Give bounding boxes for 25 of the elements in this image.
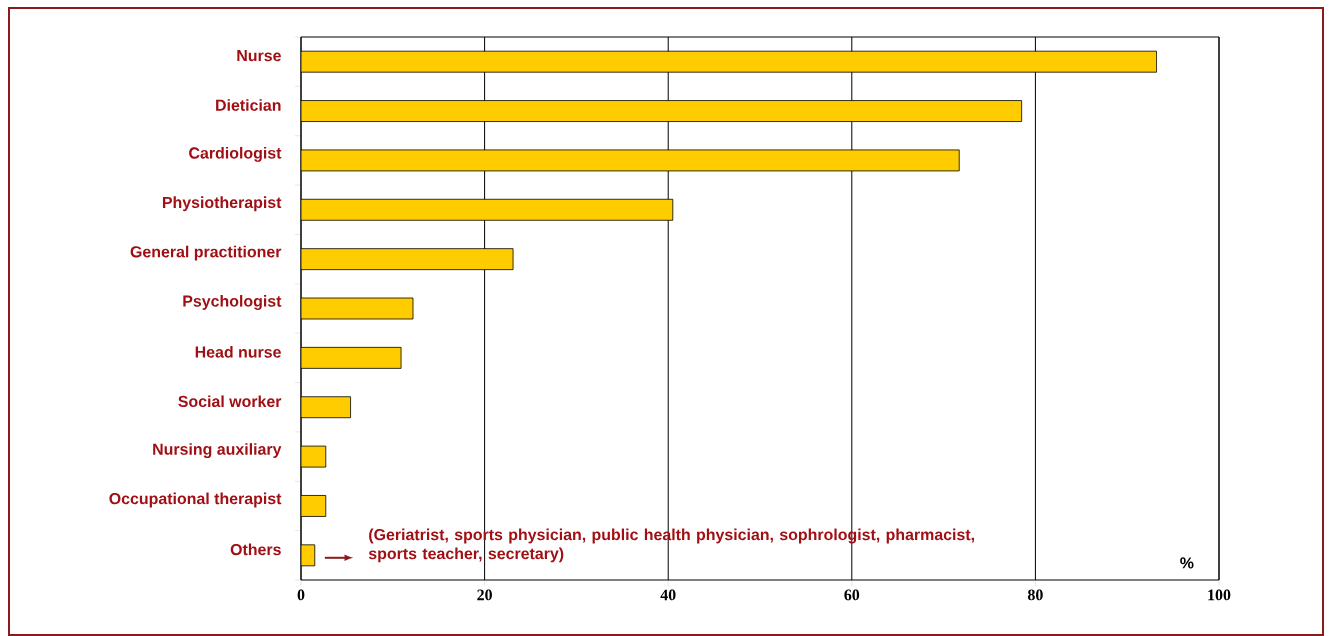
y-tick-label: General practitioner [130, 245, 282, 261]
x-tick-label: 80 [1027, 589, 1043, 601]
y-tick-label: Physiotherapist [162, 196, 282, 212]
x-tick-label: 0 [297, 589, 305, 601]
bar [301, 346, 402, 369]
y-tick-label: Dietician [216, 99, 281, 111]
bar [301, 198, 674, 221]
y-tick-label: Cardiologist [189, 146, 282, 162]
x-tick-label: 60 [844, 589, 860, 601]
bar [301, 100, 1023, 122]
y-tick-label: Head nurse [195, 346, 281, 358]
bar [301, 50, 1157, 73]
x-tick-label: 40 [660, 589, 676, 601]
y-tick-label: Nursing auxiliary [153, 443, 282, 459]
bar [301, 396, 351, 419]
y-tick-label: Others [230, 543, 281, 556]
y-tick-label: Nurse [237, 50, 281, 62]
x-tick-label: 20 [477, 589, 492, 601]
x-tick-label: 100 [1208, 589, 1231, 601]
bar [301, 149, 960, 172]
y-tick-label: Occupational therapist [109, 492, 282, 508]
y-tick-label: Psychologist [183, 295, 282, 310]
x-axis-title: % [1180, 557, 1194, 569]
bar [301, 248, 514, 271]
y-tick-label: Social worker [178, 395, 282, 408]
